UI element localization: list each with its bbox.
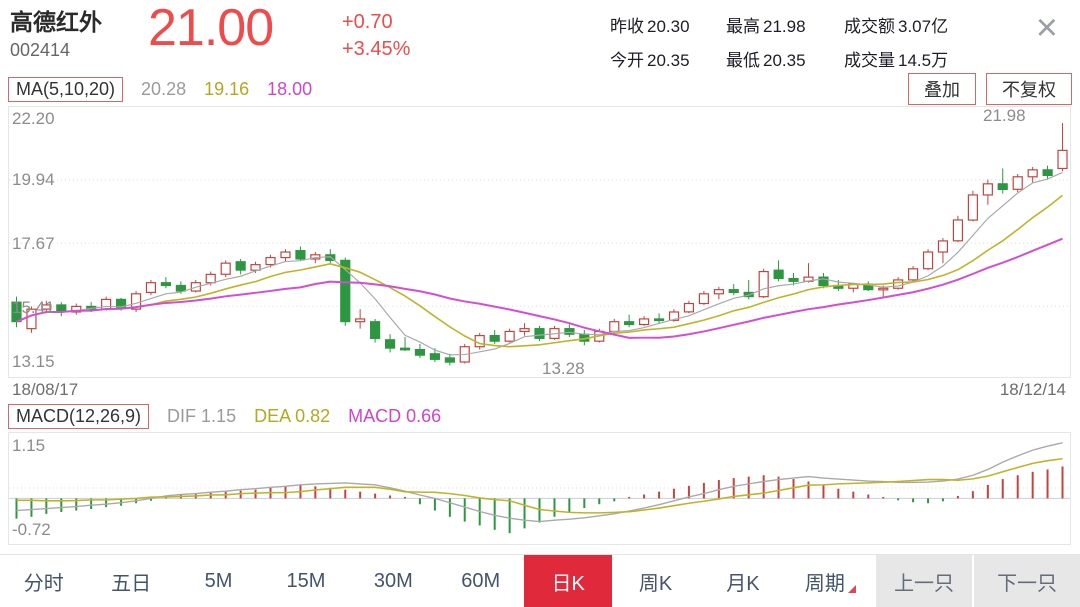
ma-indicator-bar: MA(5,10,20) 20.28 19.16 18.00 叠加 不复权 [8, 73, 1072, 105]
dea-value: DEA 0.82 [254, 405, 331, 426]
tab-minute[interactable]: 分时 [23, 573, 64, 595]
stock-code: 002414 [10, 40, 71, 60]
tab-weekly-k[interactable]: 周K [638, 573, 673, 595]
x-axis-end-date: 18/12/14 [999, 380, 1066, 399]
macd-pane [8, 432, 1071, 545]
stat-volume: 成交量 14.5万 [844, 51, 949, 70]
y-tick: 19.94 [12, 170, 55, 189]
stat-high: 最高 21.98 [726, 17, 806, 36]
ma-settings-button[interactable]: MA(5,10,20) [8, 76, 124, 102]
price-change-block: +0.70 +3.45% [342, 9, 410, 63]
close-icon[interactable]: × [1035, 7, 1058, 49]
macd-chart[interactable] [9, 433, 1070, 544]
stock-name: 高德红外 [10, 9, 102, 35]
overlay-button[interactable]: 叠加 [908, 73, 976, 105]
tab-30m[interactable]: 30M [373, 570, 413, 592]
stat-low: 最低 20.35 [726, 51, 806, 70]
tab-5m[interactable]: 5M [204, 570, 233, 592]
prev-stock-button[interactable]: 上一只 [876, 555, 973, 607]
tab-daily-k[interactable]: 日K [524, 555, 612, 607]
stat-turnover: 成交额 3.07亿 [844, 17, 949, 36]
high-annotation: 21.98 [983, 106, 1026, 125]
stock-identity: 高德红外 002414 [10, 8, 102, 61]
macd-indicator-bar: MACD(12,26,9) DIF 1.15 DEA 0.82 MACD 0.6… [8, 402, 1072, 430]
ma5-value: 20.28 [141, 78, 187, 99]
y-tick: 15.41 [12, 298, 55, 317]
dif-value: DIF 1.15 [167, 405, 237, 426]
y-tick: 13.15 [12, 352, 55, 371]
macd-settings-button[interactable]: MACD(12,26,9) [8, 403, 150, 429]
macd-y-tick: 1.15 [12, 436, 46, 455]
y-tick: 22.20 [12, 109, 55, 128]
stat-open: 今开 20.35 [610, 51, 690, 70]
x-axis-start-date: 18/08/17 [12, 380, 79, 399]
stat-prev-close: 昨收 20.30 [610, 17, 690, 36]
kline-chart[interactable] [9, 107, 1070, 377]
tab-period[interactable]: 周期 [787, 555, 874, 607]
price-change-pct: +3.45% [342, 38, 411, 60]
tab-15m[interactable]: 15M [286, 570, 326, 592]
tab-monthly-k[interactable]: 月K [726, 573, 760, 595]
tab-period-label: 周期 [804, 573, 845, 595]
price-change: +0.70 [342, 11, 393, 33]
quote-stats: 昨收 20.30 最高 21.98 成交额 3.07亿 今开 20.35 最低 20.35… [610, 12, 994, 71]
ma10-value: 19.16 [204, 78, 250, 99]
bottom-tab-bar: 分时 五日 5M 15M 30M 60M 日K 周K 月K 周期 上一只 下一只 [0, 554, 1080, 607]
macd-y-tick: -0.72 [12, 520, 51, 539]
y-tick: 17.67 [12, 234, 55, 253]
last-price: 21.00 [148, 0, 274, 57]
dropdown-caret-icon [847, 584, 856, 593]
ma20-value: 18.00 [267, 78, 313, 99]
low-annotation: 13.28 [542, 359, 585, 378]
macd-value: MACD 0.66 [348, 405, 442, 426]
next-stock-button[interactable]: 下一只 [974, 555, 1080, 607]
tab-60m[interactable]: 60M [461, 570, 501, 592]
adjust-mode-button[interactable]: 不复权 [986, 73, 1072, 105]
tab-5day[interactable]: 五日 [111, 573, 152, 595]
kline-pane [8, 106, 1071, 378]
